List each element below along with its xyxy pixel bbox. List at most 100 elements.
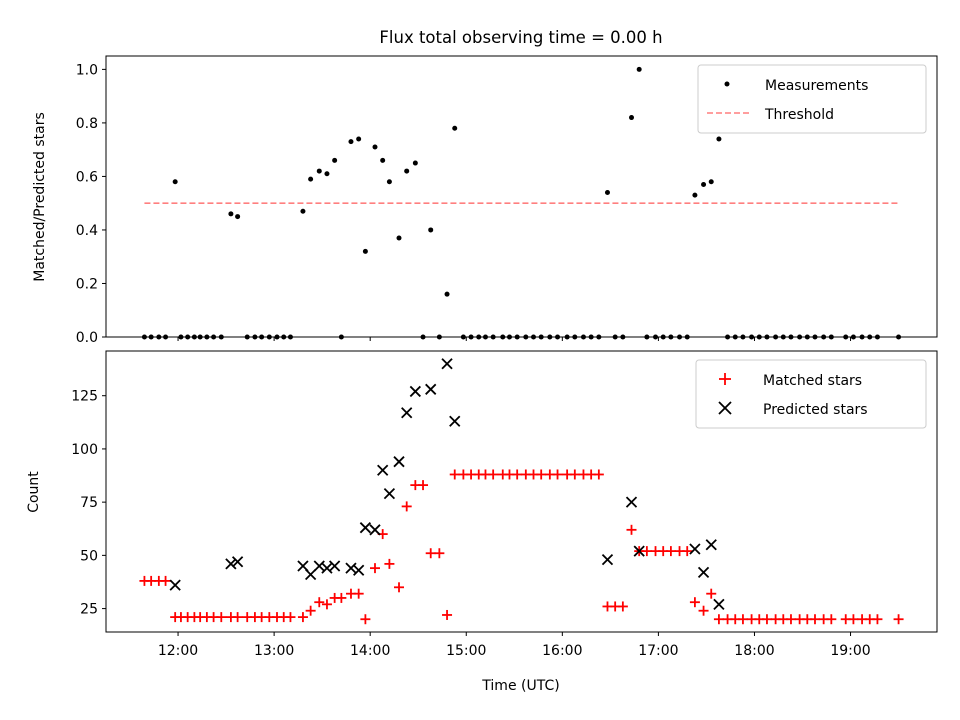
measurement-point [386, 179, 392, 185]
measurement-point [332, 157, 338, 163]
top-y-tick-label: 1.0 [76, 62, 98, 78]
predicted-star-stroke [633, 545, 645, 557]
matched-star-point [617, 601, 628, 612]
matched-star-point [384, 558, 395, 569]
bottom-panel: 25 50 75 100 125 12:00 13:00 14:00 15:00 16:00 17… [26, 350, 938, 694]
measurement-point [308, 176, 314, 182]
matched-star-point [297, 612, 308, 623]
bottom-x-tick-label: 17:00 [638, 643, 678, 659]
measurement-point [716, 136, 722, 142]
matched-star-point [321, 599, 332, 610]
matched-star-point [626, 524, 637, 535]
predicted-star-point [625, 496, 638, 508]
bottom-y-tick-label: 100 [71, 442, 98, 458]
matched-star-point [893, 614, 904, 625]
predicted-star-point [225, 558, 237, 570]
measurement-point [348, 139, 354, 145]
bottom-legend-frame [695, 359, 927, 429]
measurement-point [372, 144, 378, 150]
matched-star-point [305, 605, 316, 616]
matched-star-point [369, 563, 380, 574]
bottom-plot-area [139, 358, 904, 625]
matched-star-point [593, 469, 604, 480]
measurement-point [412, 160, 418, 166]
matched-star-point [285, 612, 296, 623]
matched-star-point [848, 614, 859, 625]
bottom-axes-frame [105, 350, 938, 633]
bottom-y-tick-label: 25 [80, 602, 98, 618]
legend-matched-marker [719, 373, 731, 385]
predicted-star-stroke [329, 560, 341, 572]
matched-star-point [418, 480, 429, 491]
measurement-point [444, 291, 450, 297]
bottom-x-tick-label: 13:00 [254, 643, 294, 659]
predicted-star-stroke [231, 556, 244, 568]
predicted-star-stroke [689, 543, 701, 555]
predicted-star-point [304, 568, 317, 581]
measurement-point [396, 235, 402, 241]
top-x-ticks [177, 337, 852, 341]
matched-star-point [216, 612, 227, 623]
top-y-tick-label: 0.2 [76, 276, 98, 292]
top-y-ticks: 0.0 0.2 0.4 0.6 0.8 1.0 [76, 62, 106, 346]
bottom-y-ticks: 25 50 75 100 125 [71, 389, 106, 618]
measurement-point [452, 125, 458, 131]
predicted-star-stroke [321, 562, 333, 574]
matched-star-point [826, 614, 837, 625]
legend-predicted-marker [718, 401, 732, 415]
legend-measurements-marker [724, 81, 730, 87]
measurement-point [228, 211, 234, 217]
predicted-star-point [353, 564, 365, 576]
top-axes-frame [105, 55, 938, 338]
measurement-point [692, 192, 698, 198]
predicted-star-stroke [353, 564, 365, 576]
matched-star-point [394, 582, 405, 593]
bottom-y-tick-label: 50 [80, 548, 98, 564]
legend-measurements-label: Measurements [765, 78, 868, 94]
bottom-x-axis-label: Time (UTC) [481, 678, 559, 694]
predicted-star-stroke [449, 415, 461, 427]
matched-star-point [809, 614, 820, 625]
predicted-star-point [169, 579, 181, 591]
measurement-point [604, 189, 610, 195]
predicted-star-stroke [441, 358, 453, 370]
matched-star-point [425, 548, 436, 559]
top-y-tick-label: 0.8 [76, 116, 98, 132]
legend-matched-label: Matched stars [763, 373, 862, 389]
top-legend-frame [697, 64, 927, 134]
matched-star-point [449, 469, 460, 480]
measurement-point [636, 66, 642, 72]
predicted-star-stroke [601, 553, 614, 566]
top-y-axis-label: Matched/Predicted stars [32, 112, 48, 282]
predicted-star-point [329, 560, 341, 572]
matched-star-point [641, 546, 652, 557]
top-y-tick-label: 0.0 [76, 330, 98, 346]
matched-star-point [698, 605, 709, 616]
measurement-point [316, 168, 322, 174]
predicted-star-stroke [705, 539, 717, 551]
matched-star-point [314, 597, 325, 608]
matched-star-point [713, 614, 724, 625]
measurement-point [362, 248, 368, 254]
matched-star-point [665, 546, 676, 557]
figure-title: Flux total observing time = 0.00 h [379, 28, 662, 47]
predicted-star-stroke [625, 496, 638, 508]
bottom-x-tick-label: 15:00 [446, 643, 486, 659]
predicted-star-stroke [383, 487, 396, 500]
matched-star-point [706, 588, 717, 599]
matched-star-point [434, 548, 445, 559]
matched-star-point [442, 609, 453, 620]
legend-predicted-label: Predicted stars [763, 402, 868, 418]
bottom-x-tick-label: 19:00 [830, 643, 870, 659]
measurement-point [300, 208, 306, 214]
bottom-y-tick-label: 75 [80, 495, 98, 511]
measurement-point [235, 214, 241, 220]
bottom-y-tick-label: 125 [71, 389, 98, 405]
matched-star-point [160, 575, 171, 586]
measurement-point [708, 179, 714, 185]
predicted-star-stroke [369, 524, 381, 536]
matched-star-point [689, 597, 700, 608]
measurement-point [428, 227, 434, 233]
predicted-star-point [409, 385, 421, 398]
